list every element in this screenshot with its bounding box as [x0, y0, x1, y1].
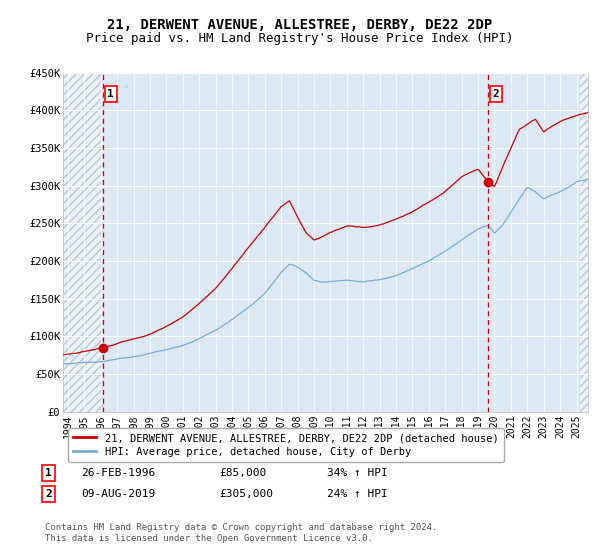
Text: 09-AUG-2019: 09-AUG-2019: [81, 489, 155, 499]
Text: 34% ↑ HPI: 34% ↑ HPI: [327, 468, 388, 478]
Bar: [580, 73, 588, 412]
Bar: [580, 73, 588, 412]
Text: £305,000: £305,000: [219, 489, 273, 499]
Text: 26-FEB-1996: 26-FEB-1996: [81, 468, 155, 478]
Text: 2: 2: [493, 89, 499, 99]
Text: 1: 1: [107, 89, 114, 99]
Bar: [63, 73, 103, 412]
Bar: [63, 73, 103, 412]
Text: 21, DERWENT AVENUE, ALLESTREE, DERBY, DE22 2DP: 21, DERWENT AVENUE, ALLESTREE, DERBY, DE…: [107, 18, 493, 32]
Text: £85,000: £85,000: [219, 468, 266, 478]
Text: Contains HM Land Registry data © Crown copyright and database right 2024.
This d: Contains HM Land Registry data © Crown c…: [45, 524, 437, 543]
Text: 1: 1: [45, 468, 52, 478]
Legend: 21, DERWENT AVENUE, ALLESTREE, DERBY, DE22 2DP (detached house), HPI: Average pr: 21, DERWENT AVENUE, ALLESTREE, DERBY, DE…: [68, 428, 503, 462]
Text: 2: 2: [45, 489, 52, 499]
Text: Price paid vs. HM Land Registry's House Price Index (HPI): Price paid vs. HM Land Registry's House …: [86, 31, 514, 45]
Text: 24% ↑ HPI: 24% ↑ HPI: [327, 489, 388, 499]
